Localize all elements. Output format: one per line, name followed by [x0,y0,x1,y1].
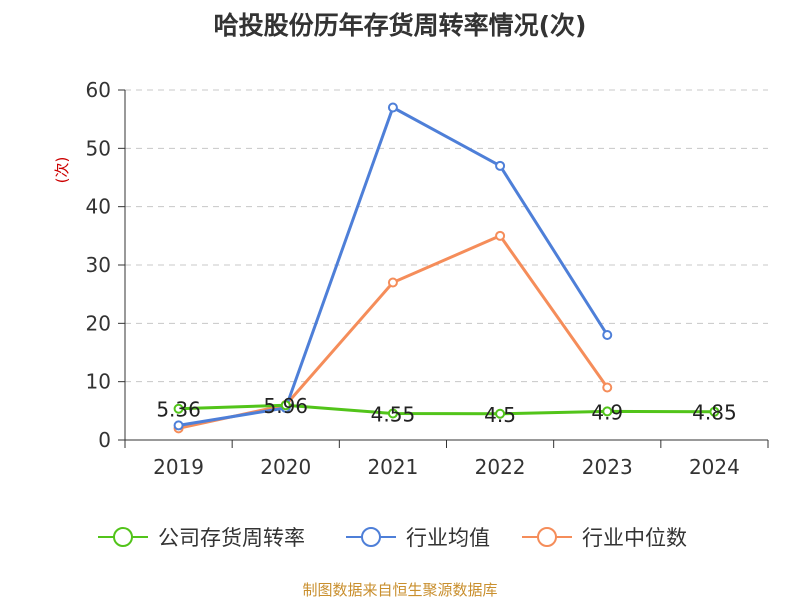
data-label: 4.55 [371,402,416,426]
y-tick-label: 20 [86,311,111,335]
y-tick-label: 30 [86,253,111,277]
series-point [495,160,506,171]
data-label: 5.36 [156,398,201,422]
legend-marker [113,527,133,547]
series-point [173,420,184,431]
series-point [602,330,613,340]
data-labels: 5.36 5.96 4.55 4.5 4.9 4.85 [156,394,736,427]
data-label: 4.5 [484,403,516,427]
x-tick-label: 2023 [582,455,633,479]
series-point [387,408,398,419]
data-label: 4.9 [591,400,623,424]
x-tick-label: 2021 [367,455,418,479]
series-point [280,400,291,411]
data-label: 5.96 [263,394,308,418]
y-tick-label: 50 [86,136,111,160]
series-point [387,102,398,113]
axes: 0 10 20 30 40 50 60 (次) 2019 2020 2021 2022 2023 2024 [53,78,769,479]
legend-label: 公司存货周转率 [158,526,305,550]
series-point [387,277,398,288]
series-line [178,106,609,427]
series-point [495,230,506,241]
series-point [602,382,613,393]
y-tick-label: 40 [86,195,111,219]
chart-title: 哈投股份历年存货周转率情况(次) [213,11,587,40]
series-point [602,406,613,417]
x-tick-label: 2019 [153,455,204,479]
legend-label: 行业中位数 [582,526,687,550]
legend-label: 行业均值 [406,526,490,550]
legend-marker [361,527,381,547]
x-tick-label: 2020 [260,455,311,479]
x-tick-label: 2024 [689,455,740,479]
y-axis-label: (次) [53,157,71,184]
series-lines [173,102,720,434]
series-point [495,408,506,419]
legend: 公司存货周转率 行业均值 行业中位数 [98,526,687,550]
series-line [178,403,715,416]
legend-marker [537,527,557,547]
series-point [173,403,184,414]
y-tick-label: 0 [98,428,111,452]
series-point [709,406,720,417]
grid-lines [125,89,768,383]
x-tick-label: 2022 [475,455,526,479]
y-tick-label: 60 [86,78,111,102]
y-tick-label: 10 [86,370,111,394]
data-label: 4.85 [692,401,737,425]
data-source-note: 制图数据来自恒生聚源数据库 [302,581,498,599]
